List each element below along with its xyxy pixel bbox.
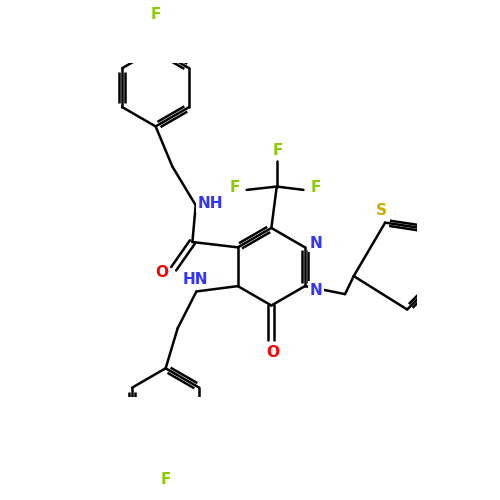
Text: F: F	[160, 472, 171, 488]
Text: F: F	[230, 180, 240, 194]
Text: S: S	[376, 203, 388, 218]
Text: F: F	[273, 143, 283, 158]
Text: N: N	[310, 236, 322, 251]
Text: O: O	[155, 265, 168, 280]
Text: N: N	[310, 282, 322, 298]
Text: F: F	[150, 8, 161, 22]
Text: O: O	[266, 345, 279, 360]
Text: HN: HN	[182, 272, 208, 287]
Text: NH: NH	[198, 196, 223, 212]
Text: F: F	[310, 180, 320, 194]
